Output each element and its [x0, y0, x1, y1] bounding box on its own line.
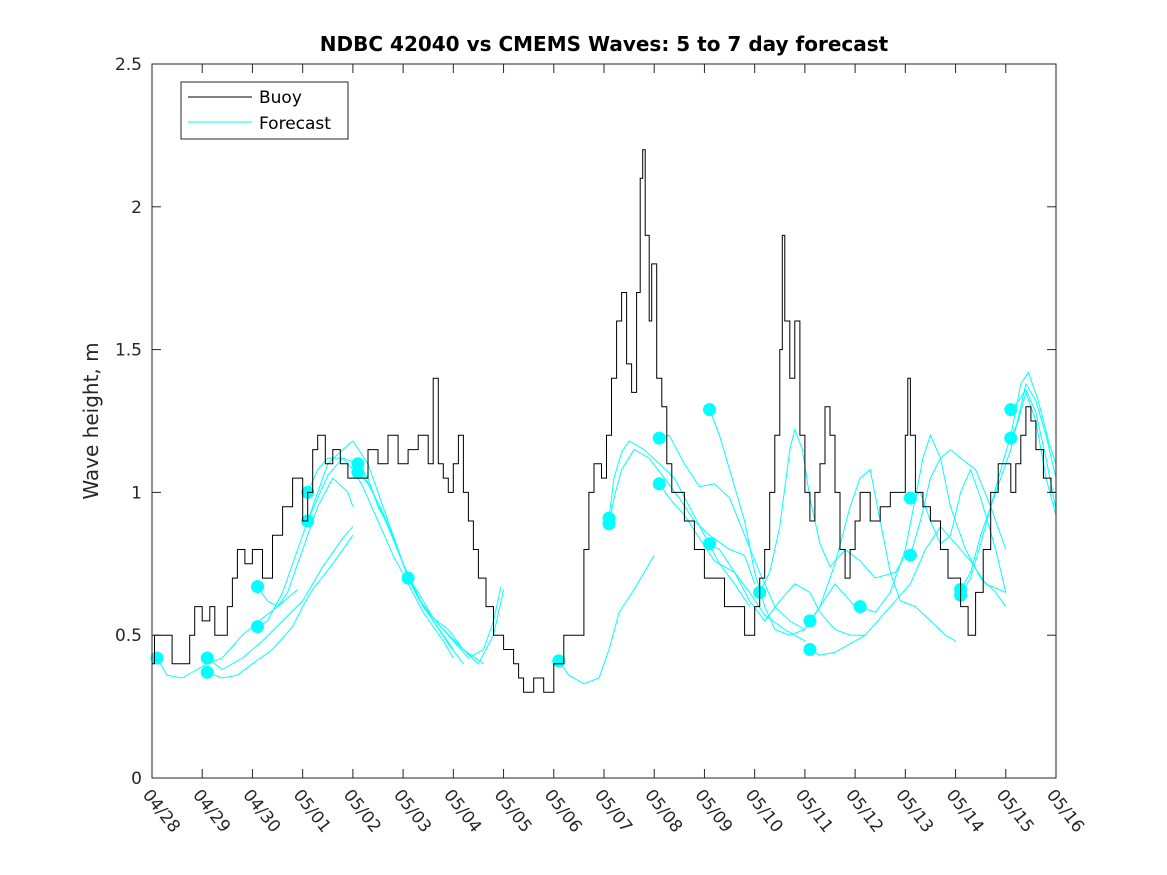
forecast-start-marker-20 [853, 600, 867, 614]
forecast-start-marker-19 [803, 643, 817, 656]
y-tick-label-1: 0.5 [115, 626, 142, 646]
y-tick-label-0: 0 [131, 769, 142, 789]
x-tick-label-13: 05/11 [791, 786, 837, 837]
y-tick-label-3: 1.5 [115, 341, 142, 361]
forecast-line-6 [307, 457, 505, 665]
forecast-start-marker-18 [803, 614, 817, 628]
forecast-line-17 [759, 427, 906, 593]
y-axis-label: Wave height, m [79, 342, 103, 499]
x-tick-label-3: 05/01 [289, 786, 335, 837]
forecast-start-marker-1 [200, 651, 214, 665]
forecast-line-4 [257, 440, 454, 650]
forecast-line-23 [960, 382, 1057, 590]
axes-box [151, 63, 1057, 779]
y-tick-label-2: 1 [131, 483, 142, 503]
forecast-line-7 [357, 463, 502, 659]
x-tick-label-16: 05/14 [942, 786, 988, 837]
forecast-line-20 [859, 433, 1007, 614]
forecast-start-marker-0 [150, 651, 164, 665]
x-tick-label-0: 04/28 [138, 786, 184, 837]
forecast-start-marker-12 [602, 511, 616, 525]
forecast-start-marker-3 [251, 580, 264, 594]
forecast-start-marker-25 [1004, 403, 1018, 417]
forecast-line-13 [658, 483, 806, 642]
x-tick-label-14: 05/12 [841, 786, 887, 837]
forecast-line-25 [1010, 388, 1057, 510]
legend: Buoy Forecast [180, 81, 349, 140]
forecast-start-marker-22 [903, 548, 917, 562]
forecast-start-marker-2 [200, 665, 214, 679]
forecast-start-marker-14 [652, 431, 666, 445]
forecast-line-1 [206, 526, 354, 671]
forecast-line-21 [910, 468, 1007, 593]
forecast-line-15 [709, 543, 866, 636]
forecast-line-9 [407, 577, 464, 665]
forecast-line-2 [207, 534, 354, 679]
forecast-start-marker-4 [251, 620, 264, 634]
forecast-line-8 [357, 472, 484, 665]
buoy-series-line [152, 149, 1057, 693]
y-tick-label-4: 2 [131, 198, 142, 218]
x-tick-label-5: 05/03 [389, 786, 435, 837]
forecast-start-marker-8 [351, 465, 365, 479]
plot-area [150, 149, 1057, 693]
legend-box [180, 81, 349, 140]
forecast-line-5 [307, 457, 454, 659]
x-tick-label-10: 05/08 [640, 786, 686, 837]
forecast-start-marker-9 [401, 571, 415, 585]
forecast-line-16 [709, 409, 856, 636]
x-tick-label-9: 05/07 [590, 786, 636, 837]
x-tick-label-2: 04/30 [238, 786, 284, 837]
x-tick-label-12: 05/10 [741, 786, 787, 837]
forecast-line-26 [1010, 390, 1057, 516]
axis-ticks: 00.511.522.504/28 04/29 04/30 05/01 05/02 05/… [115, 55, 1088, 837]
forecast-line-12 [608, 440, 751, 607]
forecast-start-marker-16 [703, 403, 716, 417]
x-tick-label-8: 05/06 [540, 786, 586, 837]
x-tick-label-6: 05/04 [439, 786, 485, 837]
x-tick-label-17: 05/15 [992, 786, 1038, 837]
forecast-start-marker-26 [1004, 431, 1018, 445]
x-tick-label-15: 05/13 [891, 786, 937, 837]
forecast-start-marker-13 [652, 477, 666, 491]
forecast-start-marker-15 [703, 537, 716, 551]
x-tick-label-1: 04/29 [188, 786, 234, 837]
forecast-start-marker-21 [903, 491, 917, 505]
forecast-line-11 [608, 448, 756, 584]
forecast-line-0 [156, 589, 298, 679]
forecast-line-14 [659, 434, 806, 630]
x-tick-label-7: 05/05 [490, 786, 536, 837]
y-tick-label-5: 2.5 [115, 55, 142, 75]
forecast-line-19 [809, 525, 1006, 656]
forecast-line-3 [257, 477, 354, 608]
x-tick-label-11: 05/09 [690, 786, 736, 837]
legend-buoy-label: Buoy [259, 88, 302, 108]
x-tick-label-4: 05/02 [339, 786, 385, 837]
legend-forecast-label: Forecast [259, 114, 331, 134]
chart-title: NDBC 42040 vs CMEMS Waves: 5 to 7 day fo… [320, 32, 889, 56]
forecast-line-10 [558, 554, 655, 685]
x-tick-label-18: 05/16 [1042, 786, 1088, 837]
